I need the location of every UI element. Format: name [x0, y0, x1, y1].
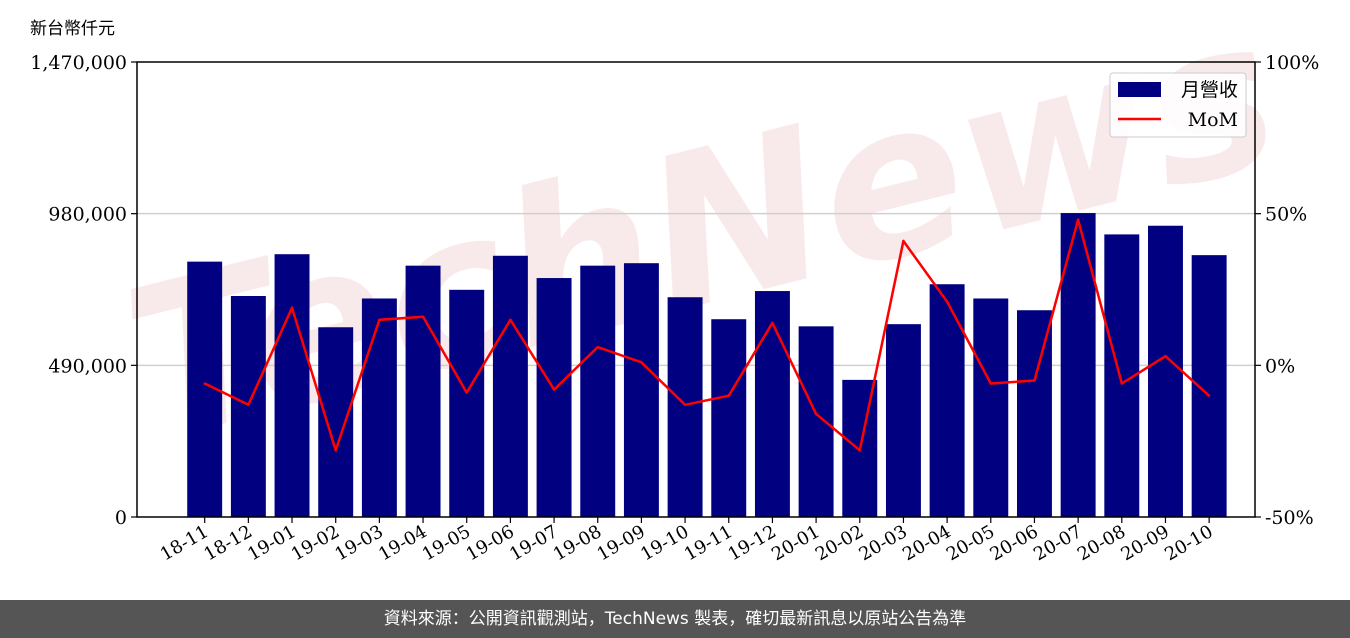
bar-19-02 — [318, 327, 354, 517]
bar-19-07 — [536, 278, 572, 517]
bar-20-05 — [973, 298, 1009, 517]
mom-point-20-07 — [1076, 218, 1080, 221]
bar-20-07 — [1060, 213, 1096, 518]
mom-point-19-05 — [465, 391, 468, 394]
x-tick-label-20-10: 20-10 — [1161, 521, 1216, 565]
bar-19-05 — [449, 289, 485, 517]
mom-line — [204, 218, 1210, 452]
bar-20-06 — [1016, 310, 1052, 517]
x-tick-label-20-02: 20-02 — [812, 521, 867, 565]
mom-point-19-09 — [640, 361, 643, 364]
x-tick-label-19-07: 19-07 — [506, 521, 561, 565]
mom-point-20-09 — [1164, 355, 1167, 358]
mom-series — [203, 218, 1211, 452]
x-tick-label-19-01: 19-01 — [244, 521, 299, 565]
x-tick-label-20-03: 20-03 — [856, 521, 911, 565]
mom-point-19-12 — [771, 321, 774, 325]
mom-point-20-08 — [1120, 382, 1124, 385]
mom-point-20-02 — [858, 449, 861, 452]
mom-point-20-01 — [814, 412, 818, 416]
x-tick-label-19-03: 19-03 — [331, 521, 386, 565]
x-tick-label-19-12: 19-12 — [724, 521, 779, 565]
bar-20-09 — [1148, 225, 1183, 517]
x-tick-label-20-06: 20-06 — [987, 521, 1042, 565]
x-tick-label-19-09: 19-09 — [593, 521, 648, 565]
mom-point-19-02 — [334, 449, 337, 452]
x-tick-label-19-08: 19-08 — [550, 521, 605, 565]
bar-19-09 — [623, 263, 659, 517]
right-tick-label-3: 100% — [1265, 52, 1319, 74]
x-tick-label-20-07: 20-07 — [1030, 521, 1085, 565]
left-tick-label-3: 1,470,000 — [30, 52, 127, 74]
mom-point-20-10 — [1207, 394, 1211, 397]
mom-point-18-11 — [203, 382, 206, 385]
bar-19-12 — [754, 291, 790, 517]
mom-point-19-08 — [596, 345, 599, 349]
legend-label-mom: MoM — [1188, 109, 1238, 131]
x-tick-label-20-01: 20-01 — [768, 521, 823, 565]
x-tick-label-18-12: 18-12 — [200, 521, 255, 565]
bar-20-01 — [798, 326, 834, 517]
mom-point-20-03 — [902, 239, 905, 243]
right-tick-label-1: 0% — [1265, 355, 1295, 377]
mom-point-19-11 — [727, 394, 730, 397]
bar-series — [187, 213, 1227, 518]
mom-point-19-03 — [378, 318, 381, 322]
bar-19-03 — [361, 298, 397, 517]
x-tick-label-20-09: 20-09 — [1118, 521, 1173, 565]
x-tick-label-19-04: 19-04 — [375, 521, 430, 565]
legend-swatch-bar — [1118, 82, 1161, 97]
x-tick-label-20-05: 20-05 — [943, 521, 998, 565]
left-tick-label-2: 980,000 — [48, 204, 127, 226]
x-tick-label-19-05: 19-05 — [419, 521, 474, 565]
x-tick-label-20-04: 20-04 — [899, 521, 954, 565]
chart: TechNews 0490,000980,0001,470,000-50%0%5… — [30, 0, 1319, 565]
right-tick-label-2: 50% — [1265, 204, 1307, 226]
mom-point-20-04 — [945, 300, 949, 303]
x-tick-label-19-06: 19-06 — [462, 521, 517, 565]
bar-18-12 — [230, 296, 266, 517]
x-tick-label-20-08: 20-08 — [1074, 521, 1129, 565]
bar-20-04 — [929, 284, 965, 517]
plot-frame — [136, 61, 1256, 518]
mom-point-20-06 — [1033, 379, 1036, 382]
bar-19-04 — [405, 265, 441, 517]
bar-20-03 — [885, 324, 921, 517]
right-tick-label-0: -50% — [1265, 507, 1314, 529]
mom-point-18-12 — [247, 403, 250, 406]
bar-19-10 — [667, 297, 703, 517]
mom-point-20-05 — [989, 382, 992, 385]
mom-point-19-04 — [421, 315, 425, 318]
left-tick-label-0: 0 — [115, 507, 127, 529]
bar-19-11 — [711, 319, 747, 517]
x-tick-label-19-02: 19-02 — [288, 521, 343, 565]
x-tick-label-19-10: 19-10 — [637, 521, 692, 565]
mom-point-19-01 — [290, 306, 294, 309]
legend: 月營收 MoM — [1109, 72, 1247, 138]
bar-19-01 — [274, 254, 310, 517]
x-tick-label-19-11: 19-11 — [681, 521, 736, 565]
legend-label-revenue: 月營收 — [1181, 79, 1238, 101]
y-axis-unit-label: 新台幣仟元 — [30, 19, 115, 39]
mom-point-19-06 — [509, 318, 512, 322]
left-tick-label-1: 490,000 — [48, 355, 127, 377]
mom-point-19-07 — [552, 388, 556, 391]
mom-point-19-10 — [683, 403, 687, 406]
source-footer: 資料來源：公開資訊觀測站，TechNews 製表，確切最新訊息以原站公告為準 — [0, 600, 1350, 638]
bar-19-06 — [492, 255, 528, 517]
x-tick-label-18-11: 18-11 — [157, 521, 212, 565]
bar-19-08 — [580, 265, 616, 517]
